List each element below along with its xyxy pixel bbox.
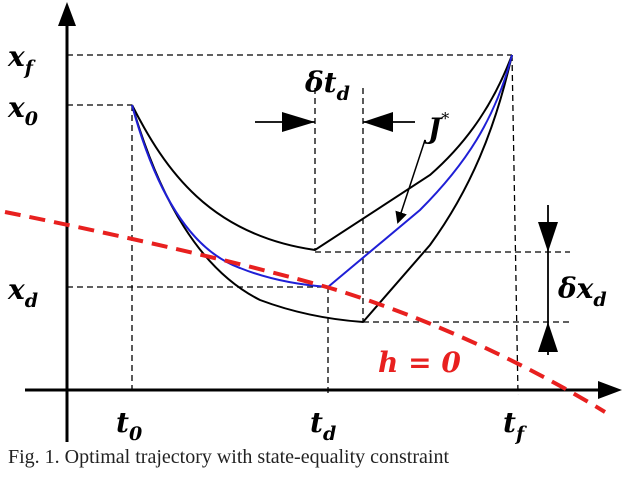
optimal-trajectory	[131, 54, 513, 289]
label-delta-x: δxd	[557, 272, 607, 311]
label-x0: x0	[7, 91, 38, 130]
constraint-line	[4, 210, 607, 414]
delta-x-arrows	[538, 205, 558, 355]
label-delta-t: δtd	[304, 66, 350, 105]
label-j-star: J*	[423, 109, 449, 145]
upper-trajectory	[131, 54, 513, 252]
label-tf: tf	[503, 406, 527, 445]
label-xf: xf	[7, 40, 36, 79]
label-xd: xd	[7, 273, 38, 312]
label-td: td	[310, 406, 336, 445]
x-axis-arrow	[598, 381, 622, 399]
y-axis-arrow	[58, 2, 76, 26]
figure-caption: Fig. 1. Optimal trajectory with state-eq…	[8, 446, 450, 468]
delta-t-arrows	[255, 112, 415, 132]
guide-lines	[67, 54, 570, 396]
label-t0: t0	[116, 406, 142, 445]
label-h-zero: h = 0	[378, 346, 461, 379]
j-star-pointer	[395, 139, 426, 224]
trajectory-diagram: xf x0 xd t0 td tf δtd δxd J* h = 0	[4, 2, 622, 445]
